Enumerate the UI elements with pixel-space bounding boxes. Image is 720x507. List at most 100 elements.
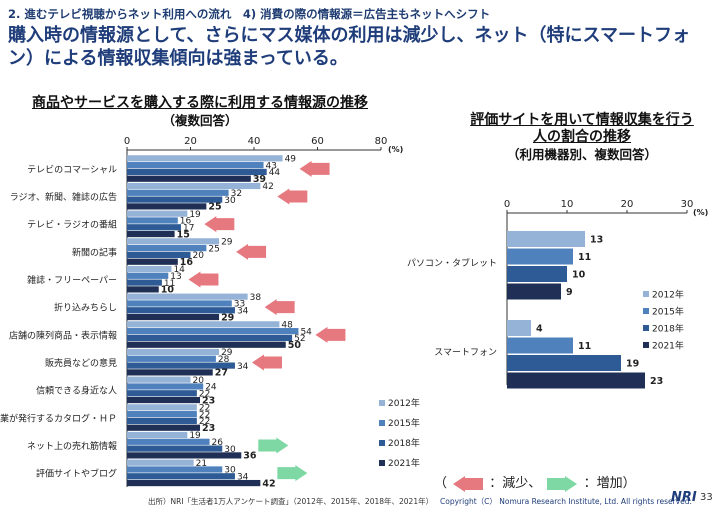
left-bar	[127, 168, 267, 176]
left-bar-value: 36	[243, 451, 257, 462]
left-axis-tick-label: 80	[375, 136, 388, 147]
left-bar	[127, 230, 175, 238]
left-bar-value: 25	[208, 244, 219, 254]
left-legend-swatch	[379, 440, 385, 446]
left-bar-value: 34	[237, 306, 249, 316]
left-legend-label: 2018年	[388, 437, 420, 449]
left-bar-value: 20	[193, 251, 205, 261]
legend-down-arrow-icon	[453, 475, 484, 492]
left-bar	[127, 362, 235, 369]
left-bar-value: 48	[281, 321, 293, 331]
left-bar	[127, 279, 162, 286]
left-bar-value: 15	[177, 229, 190, 240]
left-bar-value: 42	[262, 478, 275, 489]
left-bar-value: 26	[212, 438, 224, 448]
right-bar	[507, 355, 621, 371]
left-bar-value: 22	[199, 389, 210, 399]
left-bar	[127, 175, 251, 182]
right-legend-label: 2015年	[652, 306, 684, 318]
left-legend-label: 2021年	[388, 457, 420, 469]
left-category-label: 信頼できる身近な人	[36, 385, 117, 397]
left-bar	[127, 272, 169, 279]
left-bar	[127, 217, 178, 224]
decrease-arrow-icon	[236, 243, 267, 260]
left-bar	[127, 155, 283, 162]
left-bar	[127, 459, 194, 466]
left-category-label: 新聞の記事	[72, 246, 117, 258]
left-bar-value: 43	[266, 161, 277, 171]
right-legend-swatch	[643, 291, 649, 297]
left-bar	[127, 258, 178, 265]
left-bar	[127, 348, 220, 356]
left-axis-tick-label: 20	[184, 136, 197, 147]
left-bar	[127, 466, 223, 473]
right-axis-unit: (%)	[693, 208, 708, 217]
left-bar	[127, 390, 197, 397]
right-bar-value: 11	[578, 341, 591, 352]
left-category-label: 評価サイトやブログ	[36, 468, 117, 480]
left-bar	[127, 182, 261, 190]
page-number: 33	[700, 492, 713, 503]
left-bar-value: 29	[221, 348, 233, 358]
left-bar-value: 23	[202, 395, 215, 406]
source-note: 出所）NRI「生活者1万人アンケート調査」（2012年、2015年、2018年、…	[148, 497, 434, 506]
left-bar	[127, 245, 207, 252]
left-bar-value: 22	[199, 404, 210, 414]
left-category-label: ラジオ、新聞、雑誌の広告	[10, 191, 117, 203]
left-bar-value: 10	[161, 285, 175, 296]
left-bar	[127, 424, 201, 431]
left-bar	[127, 307, 235, 314]
left-bar	[127, 203, 207, 210]
left-bar	[127, 196, 223, 203]
left-category-label: 販売員などの意見	[45, 357, 117, 369]
left-bar-value: 13	[170, 272, 181, 282]
nri-logo: NRI	[671, 490, 697, 505]
right-bar	[507, 337, 573, 354]
left-bar	[127, 189, 229, 196]
decrease-arrow-icon	[315, 326, 346, 343]
decrease-arrow-icon	[204, 216, 235, 233]
right-bar	[507, 320, 531, 336]
left-bar-value: 42	[262, 182, 273, 192]
increase-arrow-shape	[547, 475, 578, 492]
left-bar	[127, 162, 264, 169]
left-bar	[127, 417, 197, 425]
headline: 購入時の情報源として、さらにマス媒体の利用は減少し、ネット（特にスマートフォン）…	[8, 25, 691, 69]
right-bar	[507, 283, 561, 300]
left-legend-label: 2015年	[388, 417, 420, 429]
left-bar	[127, 445, 223, 452]
left-bar-value: 19	[189, 431, 201, 441]
arrow-legend-open: （	[434, 476, 448, 491]
left-bar-value: 38	[250, 293, 262, 303]
decrease-arrow-icon	[277, 188, 308, 205]
right-legend-label: 2018年	[652, 323, 684, 335]
left-chart-title-block: 商品やサービスを購入する際に利用する情報源の推移 （複数回答）	[0, 95, 400, 129]
left-axis-tick-label: 60	[311, 136, 324, 147]
left-bar	[127, 404, 197, 411]
left-bar	[127, 224, 181, 231]
section-heading: 2. 進むテレビ視聴からネット利用への流れ 4) 消費の際の情報源＝広告主もネッ…	[8, 7, 491, 21]
arrow-legend-up-label: ：増加）	[583, 476, 636, 491]
left-bar	[127, 293, 248, 300]
left-bar	[127, 251, 191, 259]
left-category-label: 企業が発行するカタログ・ＨＰ	[0, 412, 117, 424]
right-bar-value: 9	[566, 287, 573, 298]
left-bar-value: 23	[202, 423, 215, 434]
left-bar	[127, 369, 213, 376]
left-bar-value: 21	[196, 459, 207, 469]
left-bar	[127, 238, 220, 245]
decrease-arrow-icon	[299, 160, 330, 177]
left-bar-value: 11	[164, 279, 175, 289]
left-bar	[127, 328, 299, 335]
left-bar-value: 30	[224, 196, 236, 206]
left-bar-value: 25	[208, 202, 221, 213]
left-bar-value: 24	[205, 383, 217, 393]
right-axis-tick-label: 10	[561, 199, 574, 210]
left-bar-value: 19	[189, 210, 201, 220]
left-bar	[127, 376, 191, 383]
left-chart-title: 商品やサービスを購入する際に利用する情報源の推移	[32, 95, 368, 111]
decrease-arrow-icon	[251, 354, 282, 371]
right-bar-value: 19	[626, 359, 639, 370]
right-legend-swatch	[643, 325, 649, 331]
left-axis-unit: (%)	[388, 145, 403, 154]
